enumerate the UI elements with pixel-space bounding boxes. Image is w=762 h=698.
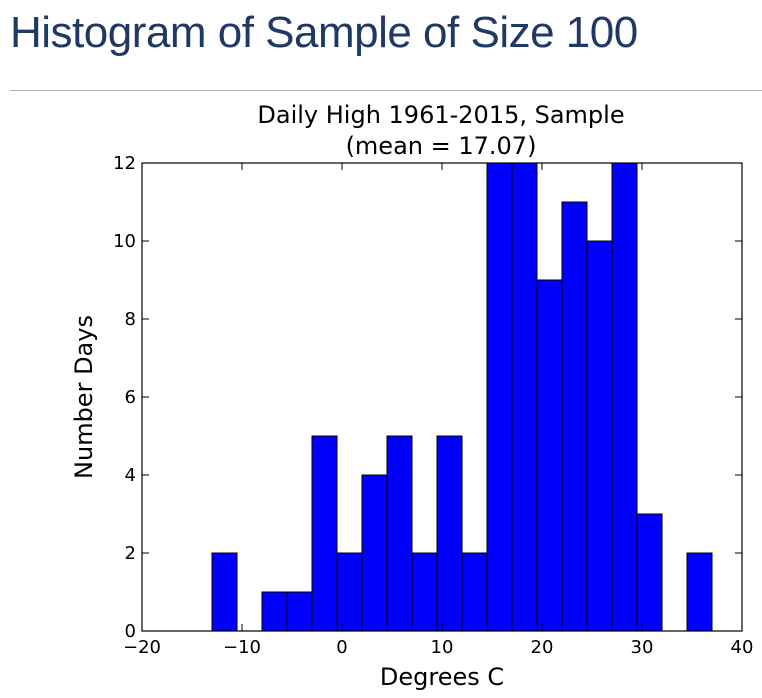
y-axis-label: Number Days — [70, 315, 98, 479]
histogram-bar — [386, 435, 413, 632]
histogram-bar — [286, 591, 313, 632]
histogram-bar — [636, 513, 663, 632]
histogram-bar — [411, 552, 438, 632]
y-tick-label: 8 — [125, 309, 136, 330]
y-tick-label: 0 — [125, 621, 136, 642]
y-tick-label: 10 — [113, 231, 136, 252]
histogram-bar — [261, 591, 288, 632]
chart-title-line-1: Daily High 1961-2015, Sample — [257, 101, 624, 129]
histogram-bar — [511, 162, 538, 632]
x-tick-label: 40 — [731, 637, 754, 658]
histogram-bar — [586, 240, 613, 632]
histogram-bar — [211, 552, 238, 632]
x-tick-label: 10 — [431, 637, 454, 658]
histogram-bar — [686, 552, 713, 632]
x-tick-label: −20 — [123, 637, 161, 658]
histogram-bar — [336, 552, 363, 632]
y-tick-label: 4 — [125, 465, 136, 486]
x-tick-label: −10 — [223, 637, 261, 658]
chart-title-line-2: (mean = 17.07) — [346, 132, 537, 160]
histogram-bar — [486, 162, 513, 632]
x-tick-label: 30 — [631, 637, 654, 658]
y-tick-label: 6 — [125, 387, 136, 408]
histogram-bar — [361, 474, 388, 632]
histogram-bar — [436, 435, 463, 632]
ticks-group: −20 −10 0 10 20 30 40 0 2 4 6 8 10 12 — [113, 153, 753, 658]
x-axis-label: Degrees C — [380, 663, 504, 691]
histogram-bar — [536, 279, 563, 632]
y-tick-label: 2 — [125, 543, 136, 564]
histogram-bar — [461, 552, 488, 632]
x-tick-label: 20 — [531, 637, 554, 658]
x-tick-label: 0 — [336, 637, 347, 658]
slide-title: Histogram of Sample of Size 100 — [10, 8, 638, 57]
plot-frame — [141, 162, 743, 632]
histogram-bar — [561, 201, 588, 632]
title-divider — [10, 90, 762, 91]
bars-group — [211, 162, 713, 632]
y-tick-label: 12 — [113, 153, 136, 174]
histogram-bar — [611, 162, 638, 632]
histogram-bar — [311, 435, 338, 632]
